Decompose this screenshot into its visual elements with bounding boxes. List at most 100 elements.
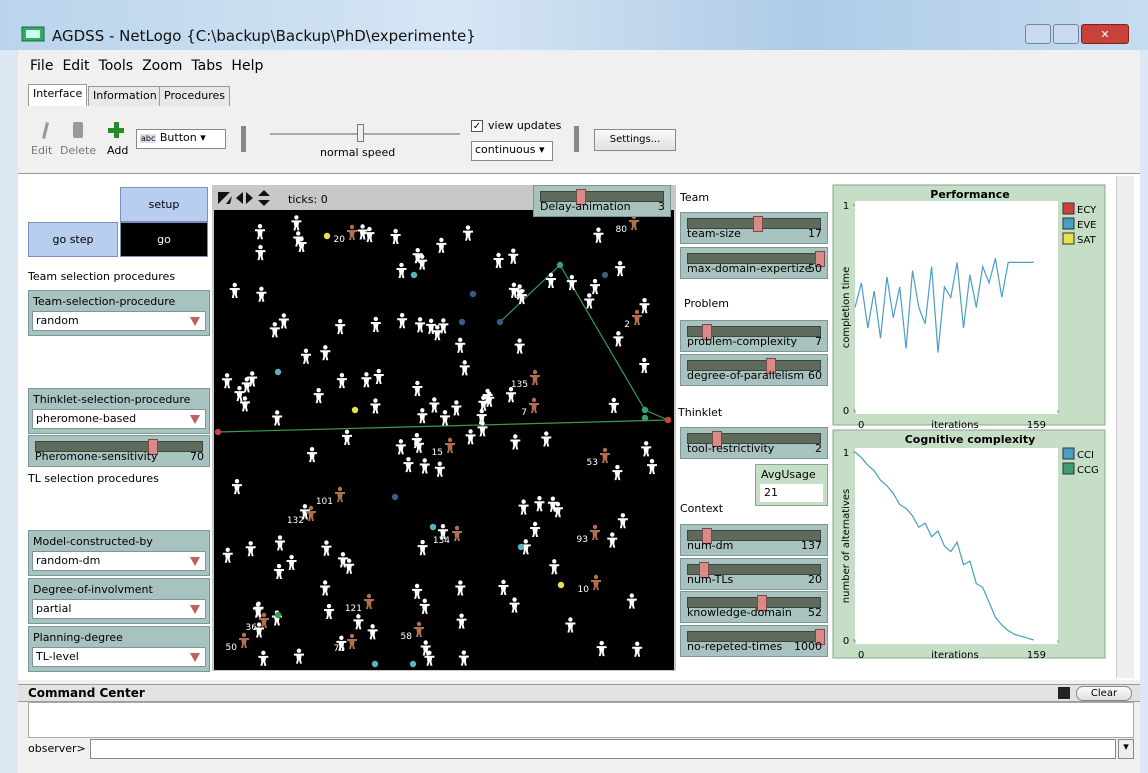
slider[interactable]: no-repeted-times 1000 xyxy=(680,625,828,657)
settings-button[interactable]: Settings... xyxy=(594,129,676,151)
menu-item[interactable]: Zoom xyxy=(142,58,183,74)
toolbar-label[interactable]: Delete xyxy=(60,144,97,157)
slider-knob[interactable] xyxy=(576,189,587,205)
slider-knob[interactable] xyxy=(698,562,709,578)
agent-head xyxy=(302,504,308,509)
slider[interactable]: max-domain-expertize 50 xyxy=(680,247,828,279)
input-dropdown[interactable]: ▾ xyxy=(1118,739,1134,759)
close-button[interactable]: ✕ xyxy=(1081,24,1129,44)
toolbar-label[interactable]: Add xyxy=(107,144,129,157)
slider-knob[interactable] xyxy=(765,358,776,374)
agent-body xyxy=(320,585,331,596)
monitor: AvgUsage 21 xyxy=(755,464,828,506)
agent-head xyxy=(642,357,647,363)
agent-body xyxy=(286,560,297,571)
agent-head xyxy=(414,583,420,589)
slider[interactable]: knowledge-domain 52 xyxy=(680,591,828,623)
agent xyxy=(335,318,346,335)
chooser[interactable]: Model-constructed-by random-dm xyxy=(28,530,210,576)
agent-label: 2 xyxy=(624,320,630,330)
agent xyxy=(361,372,372,388)
agent-head xyxy=(337,318,343,324)
chooser-text: pheromone-based xyxy=(36,412,137,425)
agent-label: 58 xyxy=(401,632,413,642)
update-mode-dropdown[interactable]: continuous ▾ xyxy=(471,141,553,161)
agent-head xyxy=(337,486,343,492)
agent-head xyxy=(399,313,405,318)
agent-head xyxy=(610,532,615,537)
menu-item[interactable]: Tools xyxy=(98,58,134,74)
tab[interactable]: Interface xyxy=(28,84,88,106)
agent-body xyxy=(254,229,265,240)
agent-body xyxy=(241,382,252,393)
agent xyxy=(593,227,604,243)
scrollbar[interactable] xyxy=(1116,176,1134,678)
agent xyxy=(367,624,378,640)
slider[interactable]: Delay-animation 3 xyxy=(533,185,671,217)
slider-knob[interactable] xyxy=(711,431,722,447)
go-button[interactable]: go xyxy=(120,222,208,257)
slider[interactable]: team-size 17 xyxy=(680,212,828,244)
agent-head xyxy=(537,496,542,501)
slider-knob[interactable] xyxy=(752,216,763,232)
chooser[interactable]: Planning-degree TL-level xyxy=(28,626,210,672)
agent-head xyxy=(366,593,372,599)
agent-body xyxy=(439,415,450,426)
chooser[interactable]: Thinklet-selection-procedure pheromone-ba… xyxy=(28,388,210,434)
widget-type-dropdown[interactable]: abc Button ▾ xyxy=(136,129,226,149)
agent-head xyxy=(454,525,460,531)
minimize-button[interactable] xyxy=(1025,24,1051,44)
slider[interactable]: num-dm 137 xyxy=(680,524,828,556)
command-input[interactable] xyxy=(90,739,1116,759)
agent-body xyxy=(508,287,519,298)
agent-body xyxy=(239,638,249,648)
agent-body xyxy=(258,655,269,666)
tab[interactable]: Information xyxy=(88,86,162,106)
agent xyxy=(252,602,263,618)
agent-body xyxy=(477,426,488,437)
slider[interactable]: tool-restrictivity 2 xyxy=(680,427,828,459)
speed-knob[interactable] xyxy=(357,124,364,142)
slider[interactable]: num-TLs 20 xyxy=(680,558,828,590)
agent xyxy=(373,368,384,385)
go-step-button[interactable]: go step xyxy=(28,222,118,257)
view-updates-checkbox[interactable]: ✓ xyxy=(471,120,483,132)
detach-icon[interactable] xyxy=(1058,687,1070,699)
slider-knob[interactable] xyxy=(814,629,825,645)
agent xyxy=(596,640,607,657)
agent xyxy=(510,434,521,450)
slider-knob[interactable] xyxy=(702,324,713,340)
prompt-label[interactable]: observer> xyxy=(28,742,86,755)
agent-head xyxy=(496,252,501,258)
agent xyxy=(324,603,335,620)
setup-button[interactable]: setup xyxy=(120,187,208,222)
tab[interactable]: Procedures xyxy=(159,86,230,106)
slider[interactable]: problem-complexity 7 xyxy=(680,320,828,352)
agent-body xyxy=(455,585,466,596)
agent-body xyxy=(222,378,233,389)
legend-label: EVE xyxy=(1077,220,1096,231)
note: Thinklet xyxy=(678,406,723,419)
maximize-button[interactable] xyxy=(1053,24,1079,44)
clear-button[interactable]: Clear xyxy=(1076,686,1132,701)
menu-item[interactable]: Tabs xyxy=(191,58,223,74)
menu-item[interactable]: File xyxy=(30,58,54,74)
dropdown-arrow xyxy=(190,415,200,424)
menu-item[interactable]: Help xyxy=(231,58,264,74)
slider-knob[interactable] xyxy=(148,439,159,455)
slider-knob[interactable] xyxy=(756,595,767,611)
slider[interactable]: degree-of-parallelism 60 xyxy=(680,354,828,386)
slider[interactable]: Pheromone-sensitivity 70 xyxy=(28,435,210,467)
agent-body xyxy=(222,552,233,563)
slider-knob[interactable] xyxy=(814,251,825,267)
agent-body xyxy=(596,646,607,657)
chooser[interactable]: Degree-of-involvment partial xyxy=(28,578,210,624)
slider-knob[interactable] xyxy=(702,528,713,544)
agent-body xyxy=(420,645,431,656)
agent-head xyxy=(224,373,230,378)
agent xyxy=(456,613,467,629)
chooser[interactable]: Team-selection-procedure random xyxy=(28,290,210,336)
toolbar-label[interactable]: Edit xyxy=(31,144,53,157)
plot-area xyxy=(855,448,1058,644)
menu-item[interactable]: Edit xyxy=(62,58,90,74)
